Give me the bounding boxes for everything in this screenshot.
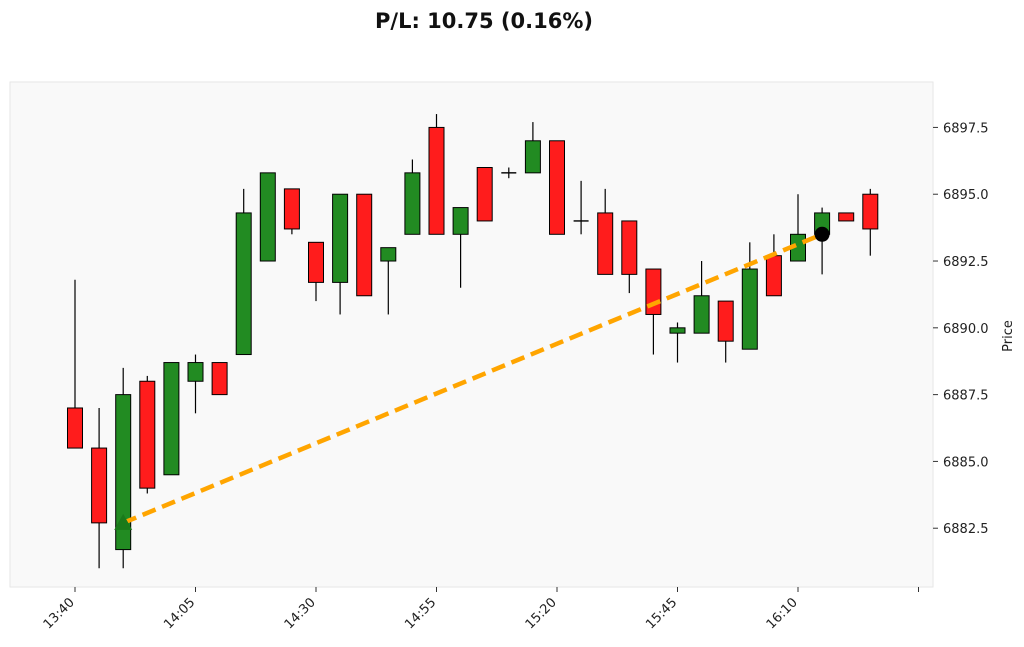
candle <box>163 362 180 476</box>
candle-body-down <box>91 447 108 524</box>
candle-body-up <box>524 140 541 174</box>
candle-body-up <box>452 207 469 235</box>
candle <box>669 322 686 363</box>
y-axis: 6882.5 6885.0 6887.5 6890.0 6892.5 6895.0 6897… <box>933 121 989 537</box>
candle-body-up <box>669 327 686 334</box>
candle <box>693 261 710 334</box>
candle-body-up <box>235 212 252 356</box>
candle-body-down <box>862 193 879 230</box>
y-tick-label: 6895.0 <box>943 188 989 203</box>
candle-body-down <box>476 167 493 222</box>
candle-body-down <box>597 212 614 275</box>
candle-body-down <box>308 241 324 283</box>
y-tick-label: 6885.0 <box>943 455 989 470</box>
candle <box>91 407 108 569</box>
candle <box>115 367 132 569</box>
candle <box>235 188 252 356</box>
candle <box>259 172 276 262</box>
y-tick-label: 6887.5 <box>943 389 989 404</box>
x-axis: 13:40 14:05 14:30 14:55 15:20 15:45 16:10 <box>41 587 919 632</box>
x-tick-label: 14:30 <box>282 595 319 632</box>
candle <box>332 193 349 315</box>
candle <box>139 375 156 494</box>
candle-body-down <box>838 212 855 222</box>
candle-body-up <box>259 172 276 262</box>
trade-line <box>122 232 823 525</box>
candle-body-down <box>428 126 445 235</box>
x-tick-label: 14:05 <box>161 595 198 632</box>
candle <box>308 241 324 302</box>
candle <box>476 167 493 222</box>
candle <box>573 180 589 235</box>
candle-body-up <box>332 193 349 283</box>
candle <box>452 207 469 288</box>
candle-body-up <box>693 295 710 334</box>
candles-layer <box>67 114 879 569</box>
candle <box>549 140 565 235</box>
trade-layer <box>114 226 830 530</box>
candle <box>187 354 204 414</box>
candle <box>717 300 734 363</box>
candle <box>838 212 855 222</box>
x-tick-label: 16:10 <box>764 595 801 632</box>
candle <box>621 220 638 294</box>
y-tick-label: 6897.5 <box>943 121 989 136</box>
candle-body-up <box>741 268 758 350</box>
candle-body-up <box>187 362 204 382</box>
candle-body-up <box>115 394 132 551</box>
candle <box>524 122 541 174</box>
candle-body-up <box>163 362 180 476</box>
plot-area <box>9 81 934 588</box>
candle-body-down <box>211 362 228 396</box>
candle <box>380 247 397 315</box>
candle <box>790 194 806 262</box>
candle-body-down <box>356 193 373 297</box>
candle <box>428 114 445 235</box>
x-tick-label: 13:40 <box>41 595 78 632</box>
candle-body-up <box>404 172 421 235</box>
candle-body-down <box>67 407 83 449</box>
candle <box>741 242 758 350</box>
candle <box>404 159 421 235</box>
chart-title: P/L: 10.75 (0.16%) <box>375 9 593 33</box>
candle-body-down <box>621 220 638 275</box>
candle <box>283 188 300 235</box>
candle-body-up <box>380 247 397 262</box>
candle <box>501 167 517 179</box>
y-axis-label: Price <box>1001 320 1016 352</box>
candle <box>862 188 879 256</box>
y-tick-label: 6882.5 <box>943 522 989 537</box>
candle-body-down <box>283 188 300 230</box>
candle <box>597 188 614 275</box>
x-tick-label: 15:20 <box>523 595 560 632</box>
candle <box>211 362 228 396</box>
candle <box>67 279 83 449</box>
y-tick-label: 6890.0 <box>943 322 989 337</box>
entry-marker <box>114 513 133 530</box>
candle-body-down <box>139 380 156 489</box>
candle-body-down <box>549 140 565 235</box>
candle-body-down <box>717 300 734 342</box>
exit-marker <box>814 226 830 242</box>
x-tick-label: 15:45 <box>643 595 680 632</box>
candle <box>356 193 373 297</box>
y-tick-label: 6892.5 <box>943 255 989 270</box>
x-tick-label: 14:55 <box>402 595 439 632</box>
candle-body-down <box>765 255 782 297</box>
